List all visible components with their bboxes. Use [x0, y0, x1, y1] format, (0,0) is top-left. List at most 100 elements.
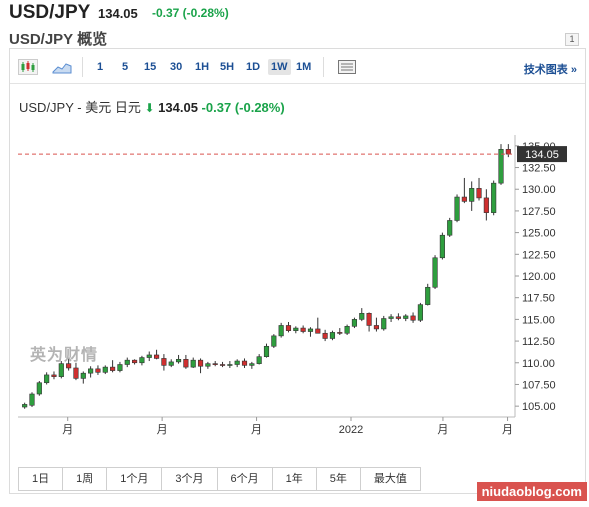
candle-body [110, 366, 116, 371]
candle-body [344, 326, 350, 334]
interval-1m[interactable]: 1M [296, 61, 312, 73]
x-tick-label: 月 [251, 424, 262, 436]
site-watermark: niudaoblog.com [476, 482, 587, 501]
candle-body [425, 286, 431, 305]
candle-body [183, 358, 189, 368]
candlestick-icon[interactable] [18, 59, 38, 75]
interval-1w[interactable]: 1W [268, 59, 291, 75]
candle-body [417, 304, 423, 321]
chart-change-percent: (-0.28%) [234, 100, 285, 115]
candle-body [95, 368, 101, 373]
candle-body [293, 327, 299, 331]
candle-body [154, 354, 160, 359]
candle-body [36, 382, 42, 395]
candle-body [381, 318, 387, 330]
candle-body [175, 358, 182, 363]
candle-body [88, 368, 94, 374]
interval-30[interactable]: 30 [170, 61, 183, 73]
candlestick-chart[interactable]: 105.00 107.50 110.00 112.50 115.00 117.50 120.… [10, 49, 585, 459]
candle-body [337, 332, 343, 334]
double-chevron-right-icon: » [570, 64, 577, 76]
candle-body [197, 359, 204, 367]
area-chart-icon[interactable] [52, 59, 72, 75]
interval-1d[interactable]: 1D [246, 61, 261, 73]
chart-panel: 1 5 15 30 1H 5H 1D 1W 1M 技术图表 » USD/JPY … [9, 48, 586, 494]
candle-body [359, 313, 365, 320]
toolbar-divider [82, 57, 83, 77]
candle-body [241, 360, 248, 366]
candle-body [29, 393, 35, 406]
interval-5h[interactable]: 5H [220, 61, 235, 73]
candle-body [73, 367, 79, 379]
interval-15[interactable]: 15 [144, 61, 157, 73]
range-button-5[interactable]: 1年 [272, 468, 317, 490]
range-button-3[interactable]: 3个月 [162, 468, 218, 490]
candle-body [395, 316, 401, 319]
candle-body [44, 374, 50, 384]
candle-body [227, 364, 233, 366]
candle-body [505, 149, 511, 155]
range-button-0[interactable]: 1日 [19, 468, 64, 490]
table-view-icon[interactable] [337, 59, 357, 75]
x-tick-label: 月 [62, 424, 73, 436]
interval-1h[interactable]: 1H [195, 61, 210, 73]
candle-body [168, 361, 174, 366]
candle-body [410, 315, 416, 321]
y-tick-label: 107.50 [522, 379, 556, 391]
candle-body [256, 356, 262, 364]
candle-body [139, 357, 145, 364]
range-button-1[interactable]: 1周 [63, 468, 108, 490]
y-tick-label: 122.50 [522, 249, 556, 261]
y-tick-label: 130.00 [522, 184, 556, 196]
candle-body [432, 257, 438, 288]
y-tick-label: 120.00 [522, 271, 556, 283]
header-price: 134.05 [98, 6, 138, 21]
y-tick-label: 125.00 [522, 228, 556, 240]
last-price-tag [517, 146, 567, 163]
toolbar-divider [323, 57, 324, 77]
candle-body [146, 354, 152, 358]
overview-subheader: USD/JPY 概览 1 [0, 30, 589, 48]
candle-body [373, 325, 379, 330]
candle-body [51, 374, 57, 377]
candle-body [491, 182, 497, 213]
y-tick-label: 112.50 [522, 336, 555, 348]
candle-body [212, 363, 218, 365]
candle-body [300, 327, 306, 332]
y-tick-label: 105.00 [522, 401, 556, 413]
candle-body [498, 149, 504, 184]
candle-body [469, 188, 475, 202]
candle-body [476, 188, 482, 199]
range-button-6[interactable]: 5年 [316, 468, 361, 490]
symbol-title: USD/JPY [9, 2, 91, 23]
candle-body [249, 363, 255, 366]
technical-chart-link[interactable]: 技术图表 » [524, 61, 577, 77]
range-button-4[interactable]: 6个月 [217, 468, 273, 490]
candle-body [117, 364, 123, 371]
interval-5[interactable]: 5 [122, 61, 129, 73]
candle-body [263, 345, 270, 357]
candle-body [315, 328, 321, 334]
last-price-label: 134.05 [525, 149, 559, 161]
candle-body [58, 363, 64, 377]
candle-body [322, 332, 328, 339]
candle-body [329, 332, 336, 339]
x-tick-label: 月 [437, 424, 448, 436]
candle-body [307, 328, 314, 332]
quote-header: USD/JPY 134.05 -0.37 (-0.28%) [0, 0, 589, 30]
mini-info-icon[interactable]: 1 [565, 33, 579, 46]
chart-change: -0.37 [201, 100, 232, 115]
candle-body [351, 319, 358, 327]
candle-body [234, 360, 240, 365]
candle-body [278, 325, 284, 337]
range-button-2[interactable]: 1个月 [107, 468, 163, 490]
interval-1[interactable]: 1 [97, 61, 104, 73]
y-tick-label: 115.00 [522, 314, 555, 326]
candle-body [205, 363, 211, 367]
candle-body [102, 366, 108, 373]
candle-body [483, 197, 489, 213]
range-button-7[interactable]: 最大值 [360, 468, 420, 490]
candle-body [66, 363, 72, 369]
investing-brand-mark: 英为财情 [30, 347, 99, 364]
x-tick-label: 月 [502, 424, 513, 436]
